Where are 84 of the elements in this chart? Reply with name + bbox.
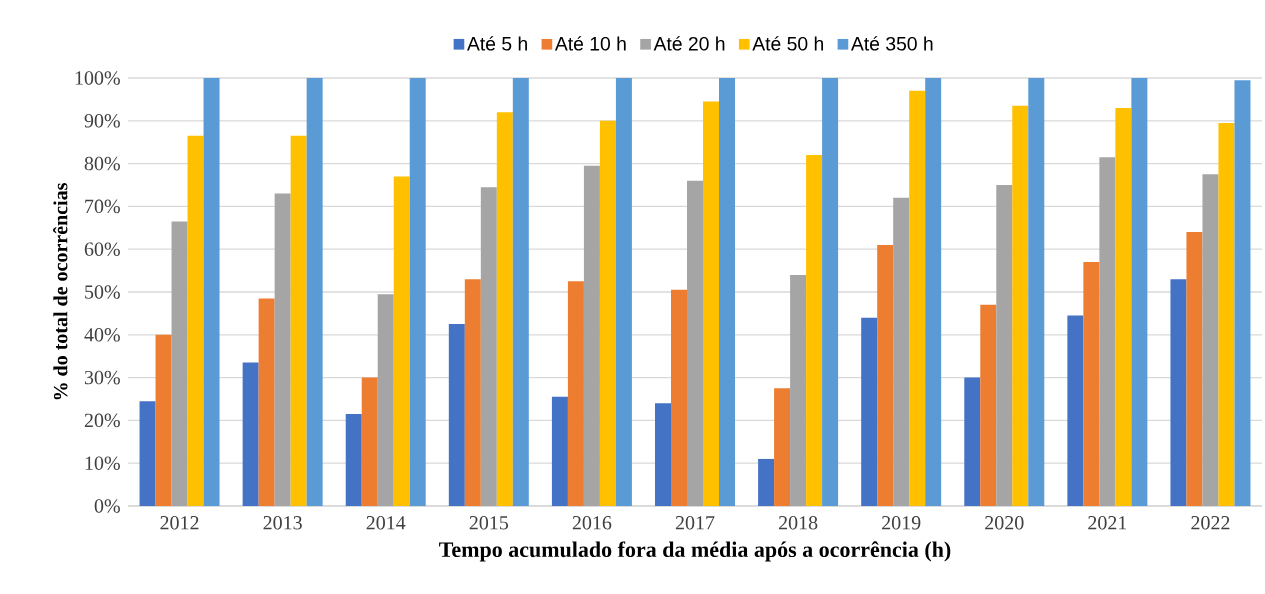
- bar: [1099, 157, 1116, 506]
- bar: [687, 180, 703, 506]
- y-tick-label: 0%: [94, 499, 120, 513]
- bar: [893, 197, 910, 506]
- bar: [512, 78, 529, 506]
- bar: [187, 135, 204, 506]
- bar: [964, 377, 981, 506]
- y-tick-label: 90%: [84, 114, 120, 128]
- bar: [790, 274, 807, 506]
- legend-label: Até 5 h: [467, 36, 527, 51]
- x-tick-label: 2020: [985, 516, 1024, 530]
- bar: [1083, 262, 1100, 506]
- bar: [758, 458, 775, 506]
- bar: [909, 90, 926, 506]
- y-tick-label: 60%: [84, 242, 120, 256]
- y-tick-label: 100%: [75, 71, 120, 85]
- x-tick-label: 2014: [366, 516, 406, 530]
- x-tick-label: 2013: [263, 516, 302, 530]
- bar: [1028, 78, 1045, 506]
- y-tick-label: 50%: [85, 285, 120, 299]
- bar: [274, 193, 291, 506]
- x-tick-label: 2019: [882, 516, 921, 530]
- bar: [806, 155, 823, 506]
- bar: [671, 289, 688, 506]
- bar: [822, 78, 839, 506]
- bar: [361, 377, 378, 506]
- y-axis-title: % do total de ocorrências: [53, 183, 68, 400]
- legend-label: Até 20 h: [653, 36, 725, 51]
- x-tick-label: 2016: [572, 516, 612, 530]
- bar: [1218, 122, 1235, 506]
- x-tick-label: 2017: [675, 516, 715, 530]
- bar: [1012, 105, 1029, 506]
- bar: [719, 78, 735, 506]
- x-axis-title: Tempo acumulado fora da média após a ocorrência (h): [439, 541, 951, 562]
- bar: [655, 403, 671, 506]
- bar: [203, 78, 220, 506]
- bar: [925, 78, 942, 506]
- bar: [480, 187, 497, 506]
- bar: [306, 78, 323, 506]
- bar: [1234, 80, 1251, 506]
- x-tick-label: 2021: [1088, 516, 1127, 530]
- x-tick-label: 2012: [160, 516, 199, 530]
- y-tick-label: 10%: [85, 456, 120, 470]
- bar: [171, 221, 188, 506]
- bar: [1115, 107, 1132, 506]
- bar: [1131, 78, 1148, 506]
- bar: [1067, 315, 1084, 506]
- bar: [496, 112, 513, 506]
- bar: [1186, 232, 1203, 506]
- y-tick-label: 40%: [84, 328, 120, 342]
- bar: [290, 135, 307, 506]
- bar: [448, 324, 465, 506]
- bar: [393, 176, 410, 506]
- bar: [615, 78, 632, 506]
- bar: [567, 281, 584, 506]
- y-tick-label: 20%: [84, 413, 120, 428]
- bar: [861, 317, 878, 506]
- x-tick-label: 2015: [469, 516, 509, 530]
- bar: [464, 279, 481, 506]
- legend-label: Até 350 h: [850, 36, 933, 51]
- bar: [551, 396, 568, 506]
- bar: [996, 185, 1013, 506]
- y-tick-label: 80%: [84, 156, 120, 171]
- x-tick-label: 2018: [778, 516, 818, 530]
- y-tick-label: 70%: [85, 199, 120, 214]
- bar: [242, 362, 259, 506]
- bar: [599, 120, 616, 506]
- bar: [980, 304, 997, 506]
- bar: [139, 401, 156, 506]
- bar: [155, 334, 172, 506]
- bar: [345, 413, 362, 506]
- legend-label: Até 10 h: [554, 36, 626, 51]
- bar: [1170, 279, 1187, 506]
- bar: [877, 244, 894, 506]
- bar: [409, 78, 426, 506]
- x-tick-label: 2022: [1191, 516, 1230, 530]
- bar: [377, 294, 394, 506]
- y-tick-label: 30%: [84, 370, 120, 385]
- bar: [258, 298, 275, 506]
- bar: [703, 101, 720, 506]
- legend-label: Até 50 h: [752, 36, 823, 51]
- bar: [774, 388, 791, 506]
- bar: [1202, 174, 1219, 506]
- bar: [583, 165, 600, 506]
